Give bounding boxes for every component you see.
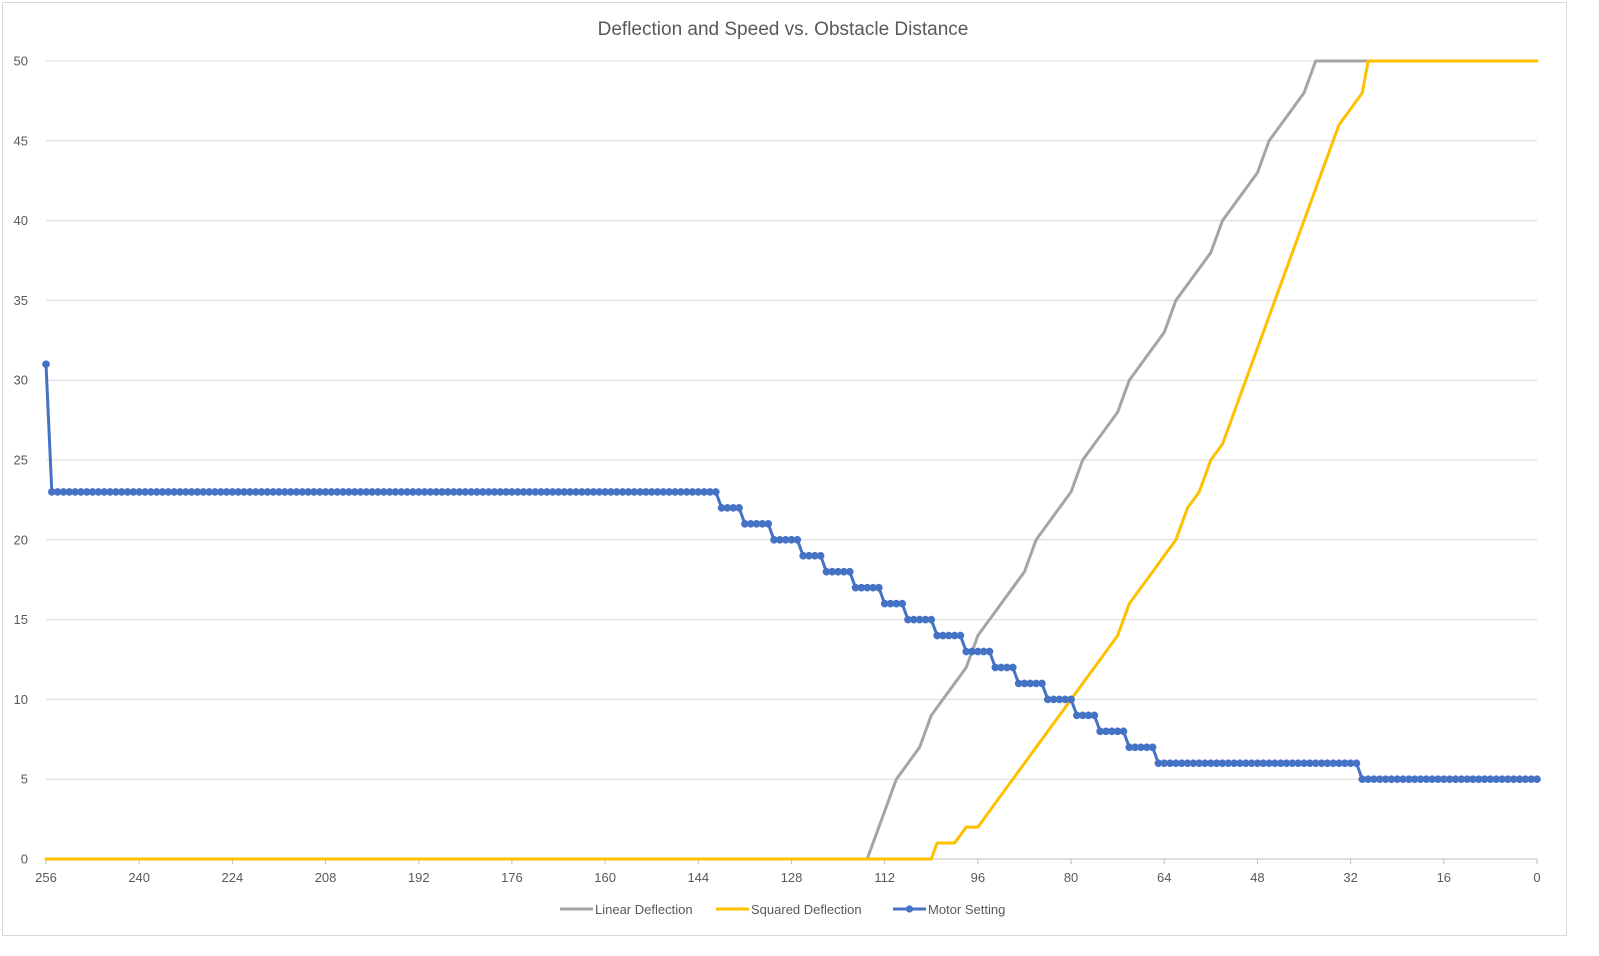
motor-setting-point [845, 567, 854, 576]
y-tick-label: 30 [14, 373, 28, 388]
x-tick-label: 64 [1157, 870, 1171, 885]
x-tick-label: 144 [687, 870, 709, 885]
chart-frame [2, 2, 1567, 936]
motor-setting-point [793, 535, 802, 544]
x-tick-label: 16 [1437, 870, 1451, 885]
y-tick-label: 25 [14, 453, 28, 468]
y-axis-ticks: 0 5 10 15 20 25 30 35 40 45 50 [14, 54, 28, 867]
y-tick-label: 0 [21, 852, 28, 867]
legend-marker [905, 905, 914, 913]
motor-setting-point [735, 504, 743, 512]
motor-setting-point [1148, 743, 1157, 752]
legend-item-squared-deflection: Squared Deflection [716, 902, 862, 917]
x-tick-label: 176 [501, 870, 523, 885]
x-tick-label: 112 [874, 870, 895, 885]
legend-label: Squared Deflection [751, 902, 862, 917]
chart-title: Deflection and Speed vs. Obstacle Distan… [598, 19, 969, 40]
motor-setting-point [1119, 727, 1128, 736]
motor-setting-line [44, 362, 1539, 781]
legend-label: Linear Deflection [595, 902, 693, 917]
y-tick-label: 5 [21, 772, 28, 787]
x-tick-label: 48 [1250, 870, 1264, 885]
y-tick-label: 10 [14, 692, 28, 707]
motor-setting-point [1038, 679, 1046, 688]
motor-setting-point [42, 360, 50, 369]
x-tick-label: 96 [971, 870, 985, 885]
y-tick-label: 50 [14, 54, 28, 69]
motor-setting-point [1090, 711, 1099, 720]
y-tick-label: 35 [14, 293, 28, 308]
x-tick-label: 128 [781, 870, 803, 885]
y-tick-label: 20 [14, 532, 28, 547]
gridlines [46, 60, 1537, 860]
x-tick-label: 192 [408, 870, 430, 885]
motor-setting-point [898, 599, 907, 608]
motor-setting-point [1533, 775, 1541, 784]
motor-setting-point [927, 615, 936, 624]
y-tick-label: 15 [14, 612, 28, 627]
x-tick-label: 256 [35, 870, 57, 885]
x-tick-label: 208 [315, 870, 337, 885]
y-tick-label: 45 [14, 133, 28, 148]
x-tick-label: 240 [128, 870, 150, 885]
x-axis-ticks: 256 240 224 208 192 176 160 144 128 112 96 80 64 48 32… [35, 859, 1541, 885]
legend-item-motor-setting: Motor Setting [893, 902, 1005, 917]
motor-setting-markers [42, 360, 1541, 784]
motor-setting-point [816, 551, 825, 560]
motor-setting-point [1352, 759, 1361, 768]
x-tick-label: 0 [1533, 870, 1540, 885]
legend-label: Motor Setting [928, 902, 1005, 917]
y-tick-label: 40 [14, 213, 28, 228]
motor-setting-point [711, 488, 720, 496]
motor-setting-point [875, 583, 883, 592]
motor-setting-point [985, 647, 994, 656]
motor-setting-point [1067, 695, 1075, 704]
squared-deflection-line [44, 59, 1539, 861]
legend: Linear Deflection Squared Deflection Motor… [560, 902, 1005, 917]
x-tick-label: 224 [222, 870, 244, 885]
motor-setting-point [1008, 663, 1017, 672]
x-tick-label: 80 [1064, 870, 1078, 885]
motor-setting-point [956, 631, 965, 640]
x-tick-label: 160 [594, 870, 616, 885]
legend-item-linear-deflection: Linear Deflection [560, 902, 693, 917]
series-layer [42, 59, 1541, 861]
motor-setting-point [764, 519, 773, 528]
linear-deflection-line [44, 59, 1539, 861]
x-tick-label: 32 [1343, 870, 1357, 885]
